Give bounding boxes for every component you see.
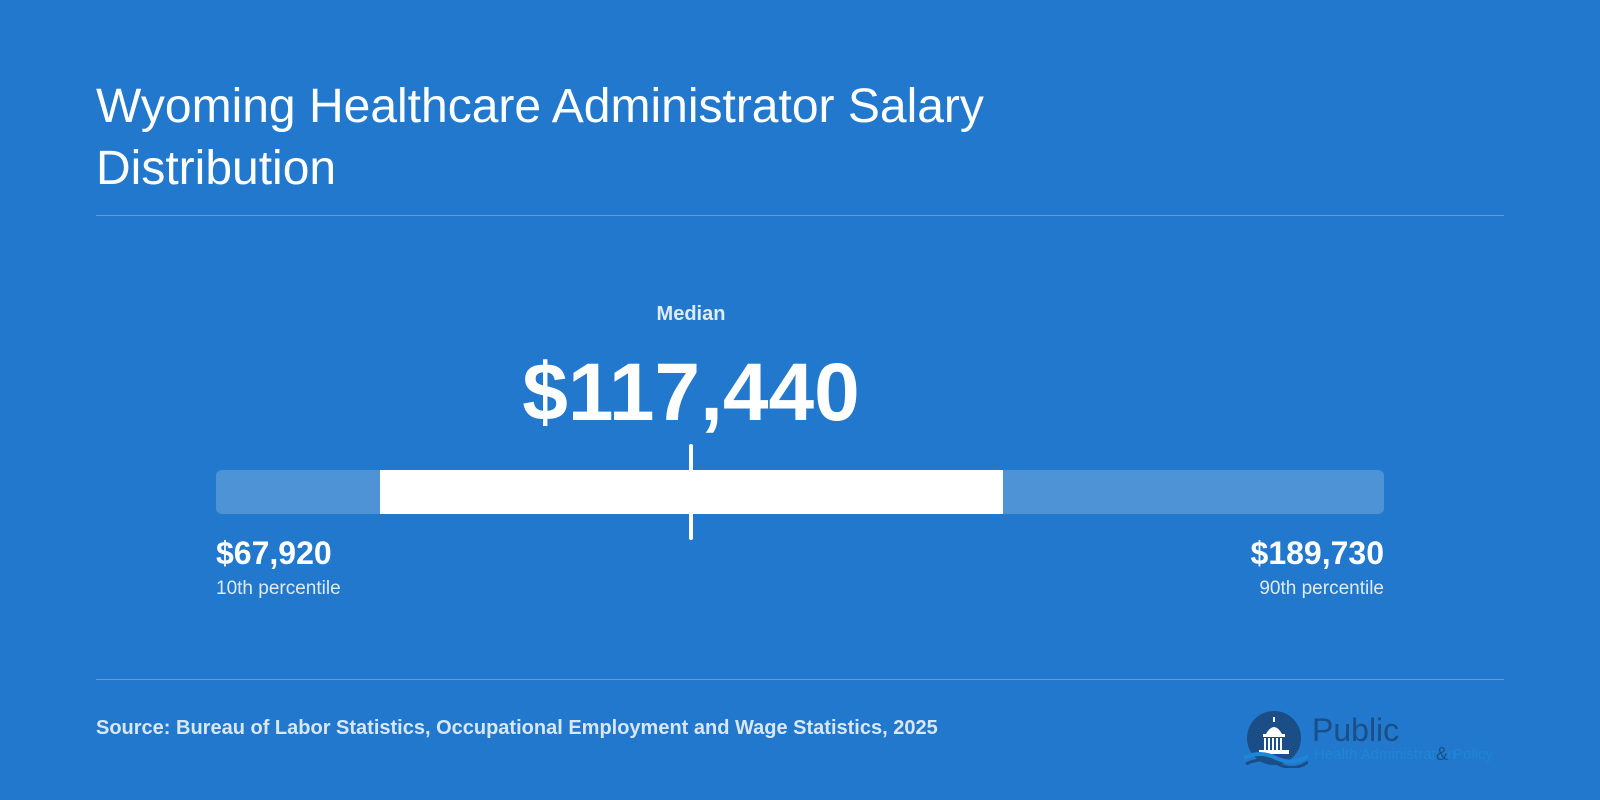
site-logo[interactable]: Public Health Administration & Policy (1244, 708, 1504, 768)
median-marker (688, 444, 693, 540)
bottom-divider (96, 679, 1504, 680)
p10-caption: 10th percentile (216, 578, 341, 599)
logo-subtitle-2: Policy (1453, 746, 1494, 763)
chart-title: Wyoming Healthcare Administrator Salary … (96, 80, 984, 195)
p10-value: $67,920 (216, 535, 332, 571)
logo-wordmark: Public (1312, 712, 1400, 748)
source-note: Source: Bureau of Labor Statistics, Occu… (96, 717, 938, 739)
median-label: Median (656, 303, 726, 325)
median-value: $117,440 (522, 347, 860, 438)
capitol-dome-icon (1244, 711, 1308, 768)
logo-subtitle-1: Health Administration (1314, 746, 1456, 763)
p90-value: $189,730 (1250, 535, 1384, 571)
logo-ampersand: & (1436, 744, 1449, 764)
top-divider (96, 215, 1504, 216)
p90-caption: 90th percentile (1259, 578, 1384, 599)
